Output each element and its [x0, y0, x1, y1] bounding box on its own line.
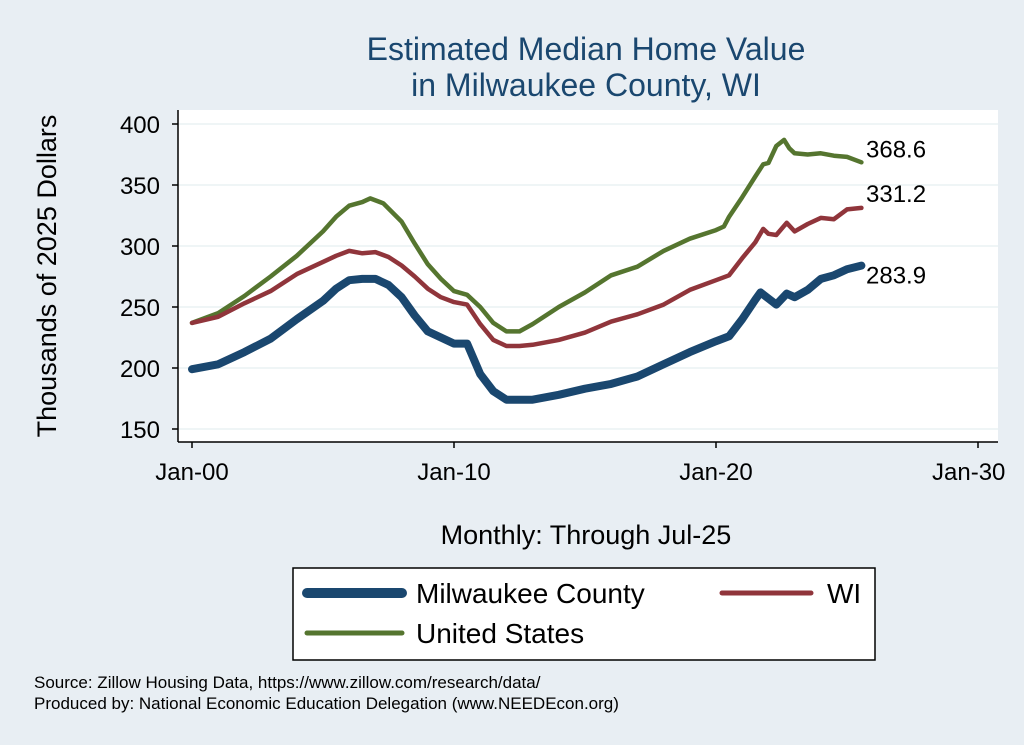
- legend-label-wi: WI: [827, 578, 861, 609]
- series-line-milwaukee-county: [188, 261, 866, 404]
- series-line-united-states: [189, 137, 864, 334]
- legend-box: [292, 567, 876, 661]
- axes: 150 200 250 300 350 400 Jan-00 Jan-10 Jan-20 Jan-…: [120, 110, 1005, 486]
- legend-label-milwaukee-county: Milwaukee County: [416, 578, 645, 609]
- x-tick-label: Jan-30: [932, 459, 1005, 486]
- end-label-united-states: 368.6: [866, 136, 926, 163]
- y-tick-label: 200: [120, 356, 160, 383]
- y-tick-label: 250: [120, 295, 160, 322]
- source-note: Source: Zillow Housing Data, https://www…: [34, 673, 541, 692]
- x-tick-label: Jan-10: [417, 459, 490, 486]
- y-axis-title: Thousands of 2025 Dollars: [32, 115, 62, 438]
- x-axis-title: Monthly: Through Jul-25: [441, 520, 732, 550]
- y-tick-label: 150: [120, 417, 160, 444]
- x-tick-label: Jan-00: [155, 459, 228, 486]
- y-tick-label: 300: [120, 234, 160, 261]
- series-lines: [188, 137, 866, 404]
- producer-note: Produced by: National Economic Education…: [34, 694, 619, 713]
- series-line-wi: [189, 205, 864, 349]
- y-tick-label: 400: [120, 112, 160, 139]
- x-tick-label: Jan-20: [679, 459, 752, 486]
- end-label-milwaukee-county: 283.9: [866, 263, 926, 290]
- chart-title-line-2: in Milwaukee County, WI: [411, 67, 761, 103]
- y-tick-label: 350: [120, 173, 160, 200]
- chart-title-line-1: Estimated Median Home Value: [367, 31, 806, 67]
- end-labels: 283.9 331.2 368.6: [866, 136, 926, 289]
- legend-label-united-states: United States: [416, 618, 584, 649]
- end-label-wi: 331.2: [866, 181, 926, 208]
